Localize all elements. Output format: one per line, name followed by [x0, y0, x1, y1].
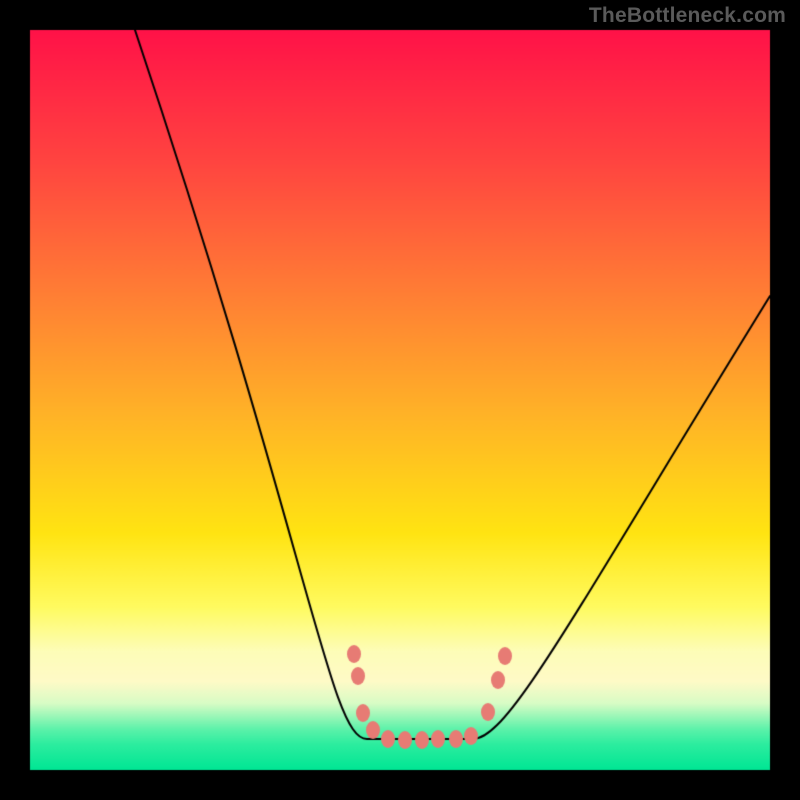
bottleneck-chart	[0, 0, 800, 800]
watermark-text: TheBottleneck.com	[589, 4, 786, 28]
